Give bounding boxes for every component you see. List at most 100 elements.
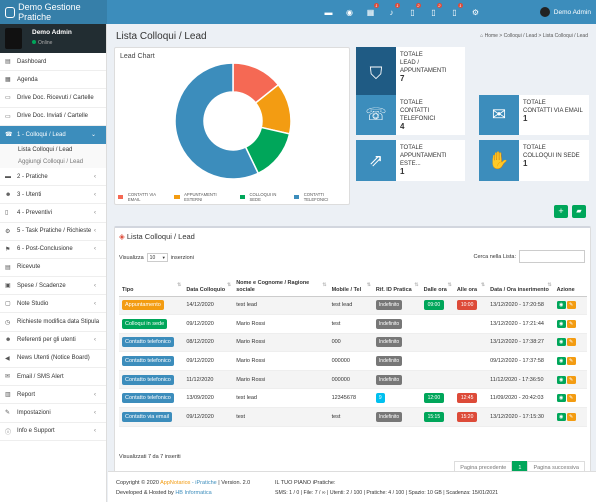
sidebar-item-3[interactable]: ▭ Drive Doc. Inviati / Cartelle [0,108,106,126]
notification-badge: 1 [457,2,463,8]
sidebar-item-10[interactable]: ▤ Ricevute [0,259,106,278]
phone-icon: ☎ [5,132,13,139]
view-button[interactable]: ◉ [556,357,566,366]
table-row: Colloqui in sede 09/12/2020 Mario Rossi tes… [119,314,587,334]
sidebar-item-0[interactable]: ▤ Dashboard [0,53,106,72]
sidebar-item-5[interactable]: ▬ 2 - Pratiche ‹ [0,168,106,187]
edit-button[interactable]: ✎ [566,412,576,421]
edit-button[interactable]: ✎ [566,338,576,347]
view-button[interactable]: ◉ [556,301,566,310]
column-header[interactable]: Data Colloquio ⇅ [183,272,234,297]
stat-box-3[interactable]: ⇗ TOTALE APPUNTAMENTI ESTE... 1 [356,140,465,181]
cell-inserted: 13/12/2020 - 17:15:30 [487,407,554,427]
cell-inserted: 13/12/2020 - 17:38:27 [487,333,554,353]
car-button[interactable]: ▰ [572,205,586,218]
sidebar-item-14[interactable]: ☻ Referenti per gli utenti ‹ [0,332,106,350]
app-brand[interactable]: Demo Gestione Pratiche [0,0,107,24]
chevron-icon: ‹ [94,409,96,416]
rif-badge: Indefinito [375,300,403,311]
column-header[interactable]: Azione [553,272,587,297]
column-header[interactable]: Tipo ⇅ [119,272,184,297]
view-button[interactable]: ◉ [556,319,566,328]
column-header[interactable]: Mobile / Tel ⇅ [328,272,373,297]
sidebar-item-12[interactable]: ▢ Note Studio ‹ [0,295,106,314]
cell-inserted: 11/09/2020 - 20:42:03 [487,388,554,409]
gear-icon[interactable]: ⚙ [471,7,480,17]
file-icon: ▯ [5,210,9,217]
legend-item[interactable]: CONTATTI TELEFONICI [293,192,348,202]
sidebar-item-2[interactable]: ▭ Drive Doc. Ricevuti / Cartelle [0,89,106,108]
legend-item[interactable]: CONTATTI VIA EMAIL [118,192,168,202]
sidebar-item-13[interactable]: ◷ Richieste modifica data Stipula [0,313,106,332]
cell-date: 09/12/2020 [183,351,234,371]
edit-button[interactable]: ✎ [566,394,576,403]
cell-phone: test lead [328,296,373,316]
column-header[interactable]: Rif. ID Pratica ⇅ [372,272,421,297]
sidebar-item-label: Spese / Scadenze [17,282,66,289]
external-link-icon: ⇗ [356,140,396,181]
eye-icon[interactable]: ◉ [346,7,353,17]
stat-box-0[interactable]: ⛉ TOTALE LEAD / APPUNTAMENTI 7 [356,47,465,101]
breadcrumb-home[interactable]: Home [484,33,498,39]
sidebar-item-8[interactable]: ⚙ 5 - Task Pratiche / Richieste ‹ [0,223,106,241]
file-check-icon[interactable]: ▯ 1 [452,2,463,17]
legend-item[interactable]: COLLOQUI IN SEDE [239,192,288,202]
sidebar-item-16[interactable]: ✉ Email / SMS Alert [0,368,106,387]
stat-box-2[interactable]: ✉ TOTALE CONTATTI VIA EMAIL 1 [479,95,589,135]
sidebar-item-18[interactable]: ✎ Impostazioni ‹ [0,404,106,423]
bell-icon[interactable]: ♪ 1 [389,2,400,17]
column-header[interactable]: Dalle ora ⇅ [420,272,454,297]
edit-button[interactable]: ✎ [566,301,576,310]
sidebar-item-label: Drive Doc. Inviati / Cartelle [17,113,89,120]
table-header-row: Tipo ⇅ Data Colloquio ⇅ Nome e Cognome / Rag… [119,272,587,297]
length-control: Visualizza 10 ▼ inserzioni [119,253,194,262]
sidebar-item-19[interactable]: ⓘ Info e Support ‹ [0,423,106,441]
sidebar-item-9[interactable]: ⚑ 6 - Post-Conclusione ‹ [0,241,106,259]
sidebar-item-15[interactable]: ◀ News Utenti (Notice Board) [0,350,106,368]
column-header[interactable]: Alle ora ⇅ [453,272,488,297]
pie-slice-3[interactable] [174,62,260,180]
sidebar-item-label: Email / SMS Alert [17,373,64,380]
breadcrumb-section[interactable]: Colloqui / Lead [503,33,537,39]
search-input[interactable] [519,250,585,263]
view-button[interactable]: ◉ [556,338,566,347]
stat-box-1[interactable]: ☏ TOTALE CONTATTI TELEFONICI 4 [356,95,465,135]
edit-button[interactable]: ✎ [566,319,576,328]
file-icon[interactable]: ▯ 2 [410,2,421,17]
legend-item[interactable]: APPUNTAMENTI ESTERNI [174,192,233,202]
sidebar-item-6[interactable]: ☻ 3 - Utenti ‹ [0,186,106,205]
entries-select[interactable]: 10 ▼ [146,253,168,262]
view-button[interactable]: ◉ [556,412,566,421]
calendar-icon[interactable]: ▦ 1 [366,2,379,17]
footer: Copyright © 2020 AppNotarios - iPratiche… [108,471,596,502]
company-link[interactable]: HB Informatica [175,490,212,496]
column-header[interactable]: Data / Ora inserimento ⇅ [487,272,554,297]
sidebar-item-label: Agenda [17,76,38,83]
chevron-icon: ‹ [94,428,96,435]
edit-button[interactable]: ✎ [566,357,576,366]
sidebar-item-17[interactable]: ▥ Report ‹ [0,386,106,405]
view-button[interactable]: ◉ [556,394,566,403]
sidebar-item-label: 6 - Post-Conclusione [17,246,73,253]
file-alt-icon[interactable]: ▯ 2 [431,2,442,17]
cell-date: 09/12/2020 [183,407,234,427]
cube-logo-icon [5,6,16,18]
sidebar-item-label: 5 - Task Pratiche / Richieste [17,228,92,235]
view-button[interactable]: ◉ [556,375,566,384]
table-row: Appuntamento 14/12/2020 test lead test lead… [119,296,587,316]
sidebar-item-7[interactable]: ▯ 4 - Preventivi ‹ [0,204,106,223]
sidebar-subitem-1[interactable]: Aggiungi Colloqui / Lead [0,155,106,168]
sidebar-item-4[interactable]: ☎ 1 - Colloqui / Lead ⌄ [0,125,106,144]
edit-button[interactable]: ✎ [566,375,576,384]
from-time-badge: 12:00 [423,393,445,404]
folder-icon[interactable]: ▬ [324,7,333,17]
column-header[interactable]: Nome e Cognome / Ragione sociale ⇅ [233,272,329,297]
navbar-user-menu[interactable]: Demo Admin [539,0,591,24]
stat-box-4[interactable]: ✋ TOTALE COLLOQUI IN SEDE 1 [479,140,589,181]
cell-phone: test [328,407,373,427]
sidebar-subitem-0[interactable]: Lista Colloqui / Lead [0,143,106,156]
sidebar-item-1[interactable]: ▦ Agenda [0,71,106,90]
sidebar-item-11[interactable]: ▣ Spese / Scadenze ‹ [0,277,106,296]
type-badge: Appuntamento [122,300,164,311]
add-lead-button[interactable]: + [554,205,568,218]
